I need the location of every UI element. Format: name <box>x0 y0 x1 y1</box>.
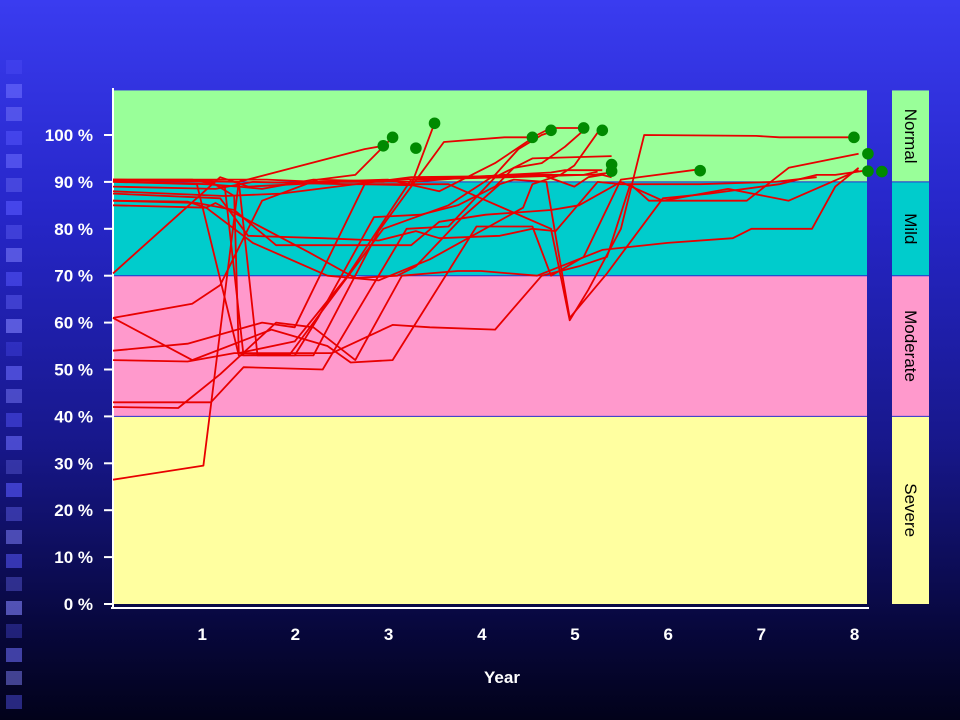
decorative-square <box>6 671 22 685</box>
y-tick-label: 90 % <box>54 173 93 192</box>
x-tick-label: 7 <box>757 625 766 644</box>
decorative-square <box>6 248 22 262</box>
decorative-square-column <box>6 60 26 720</box>
series-line-12 <box>113 129 585 357</box>
decorative-square <box>6 506 22 521</box>
legend-mild-label: Mild <box>901 213 920 244</box>
endpoint-marker <box>386 131 399 144</box>
decorative-square <box>6 342 22 356</box>
series-line-4 <box>113 155 612 404</box>
endpoint-marker <box>545 124 557 137</box>
series-line-9 <box>112 176 817 242</box>
band-moderate <box>113 275 867 417</box>
legend-normal-label: Normal <box>901 109 920 164</box>
series-line-6 <box>112 168 701 364</box>
legend-normal-swatch <box>892 90 929 182</box>
endpoint-marker <box>377 139 390 152</box>
decorative-square <box>6 647 22 662</box>
x-tick-label: 2 <box>291 625 300 644</box>
decorative-square <box>6 436 22 450</box>
y-tick-label: 100 % <box>45 126 93 145</box>
y-tick-label: 50 % <box>54 361 93 380</box>
decorative-square <box>6 271 22 286</box>
endpoint-markers <box>377 117 888 178</box>
decorative-square <box>6 224 22 239</box>
endpoint-marker <box>428 117 441 130</box>
legend-severe-swatch <box>892 416 929 604</box>
decorative-square <box>6 177 22 192</box>
decorative-square <box>6 295 22 309</box>
decorative-square <box>6 577 22 591</box>
y-tick-label: 0 % <box>64 595 93 614</box>
endpoint-marker <box>876 165 888 178</box>
decorative-square <box>6 389 22 403</box>
y-tick-label: 40 % <box>54 407 93 426</box>
decorative-square <box>6 553 22 568</box>
series-line-11 <box>112 132 599 282</box>
endpoint-marker <box>694 164 706 177</box>
series-line-5 <box>112 167 860 409</box>
decorative-square <box>6 412 22 427</box>
decorative-square <box>6 624 22 638</box>
series-line-10 <box>112 169 859 247</box>
tick-labels: 0 % 10 % 20 % 30 % 40 % 50 % 60 % 70 % 80 % 90 % 1… <box>45 126 860 644</box>
endpoint-marker <box>848 131 860 144</box>
decorative-square <box>6 318 22 333</box>
series-line-16 <box>112 169 869 319</box>
decorative-square <box>6 459 22 474</box>
y-tick-label: 10 % <box>54 548 93 567</box>
endpoint-marker <box>605 165 618 177</box>
legend-moderate-label: Moderate <box>901 310 920 382</box>
decorative-square <box>6 530 22 544</box>
endpoint-marker <box>596 124 609 137</box>
endpoint-marker <box>526 131 539 144</box>
decorative-square <box>6 483 22 497</box>
legend-mild-swatch <box>892 181 929 276</box>
y-tick-label: 20 % <box>54 501 93 520</box>
series-line-13 <box>112 136 533 357</box>
band-legend: Severe Moderate Mild Normal <box>892 90 929 604</box>
endpoint-marker <box>577 122 590 134</box>
band-severe <box>113 416 867 604</box>
endpoint-marker <box>862 147 874 160</box>
decorative-square <box>6 600 22 615</box>
band-mild <box>113 181 867 276</box>
axes <box>104 88 869 609</box>
x-tick-label: 4 <box>477 625 487 644</box>
series-line-19 <box>112 173 612 197</box>
decorative-square <box>6 83 22 98</box>
x-tick-label: 3 <box>384 625 393 644</box>
x-axis-label: Year <box>484 668 520 687</box>
decorative-square <box>6 154 22 168</box>
legend-moderate-swatch <box>892 275 929 417</box>
x-tick-label: 1 <box>197 625 206 644</box>
endpoint-marker <box>410 142 422 154</box>
decorative-square <box>6 130 22 145</box>
decorative-square <box>6 201 22 215</box>
decorative-square <box>6 694 22 709</box>
series-line-15 <box>113 127 584 193</box>
y-tick-label: 80 % <box>54 220 93 239</box>
decorative-square <box>6 60 22 74</box>
y-tick-label: 60 % <box>54 314 93 333</box>
x-tick-label: 8 <box>850 625 859 644</box>
endpoint-marker <box>862 165 874 177</box>
decorative-square <box>6 365 22 380</box>
x-tick-label: 5 <box>570 625 579 644</box>
x-tick-label: 6 <box>663 625 672 644</box>
series-lines <box>112 122 869 481</box>
y-tick-label: 30 % <box>54 454 93 473</box>
series-line-20 <box>112 134 854 322</box>
y-tick-label: 70 % <box>54 267 93 286</box>
series-line-2 <box>112 136 394 319</box>
legend-severe-label: Severe <box>901 483 920 537</box>
decorative-square <box>6 107 22 121</box>
